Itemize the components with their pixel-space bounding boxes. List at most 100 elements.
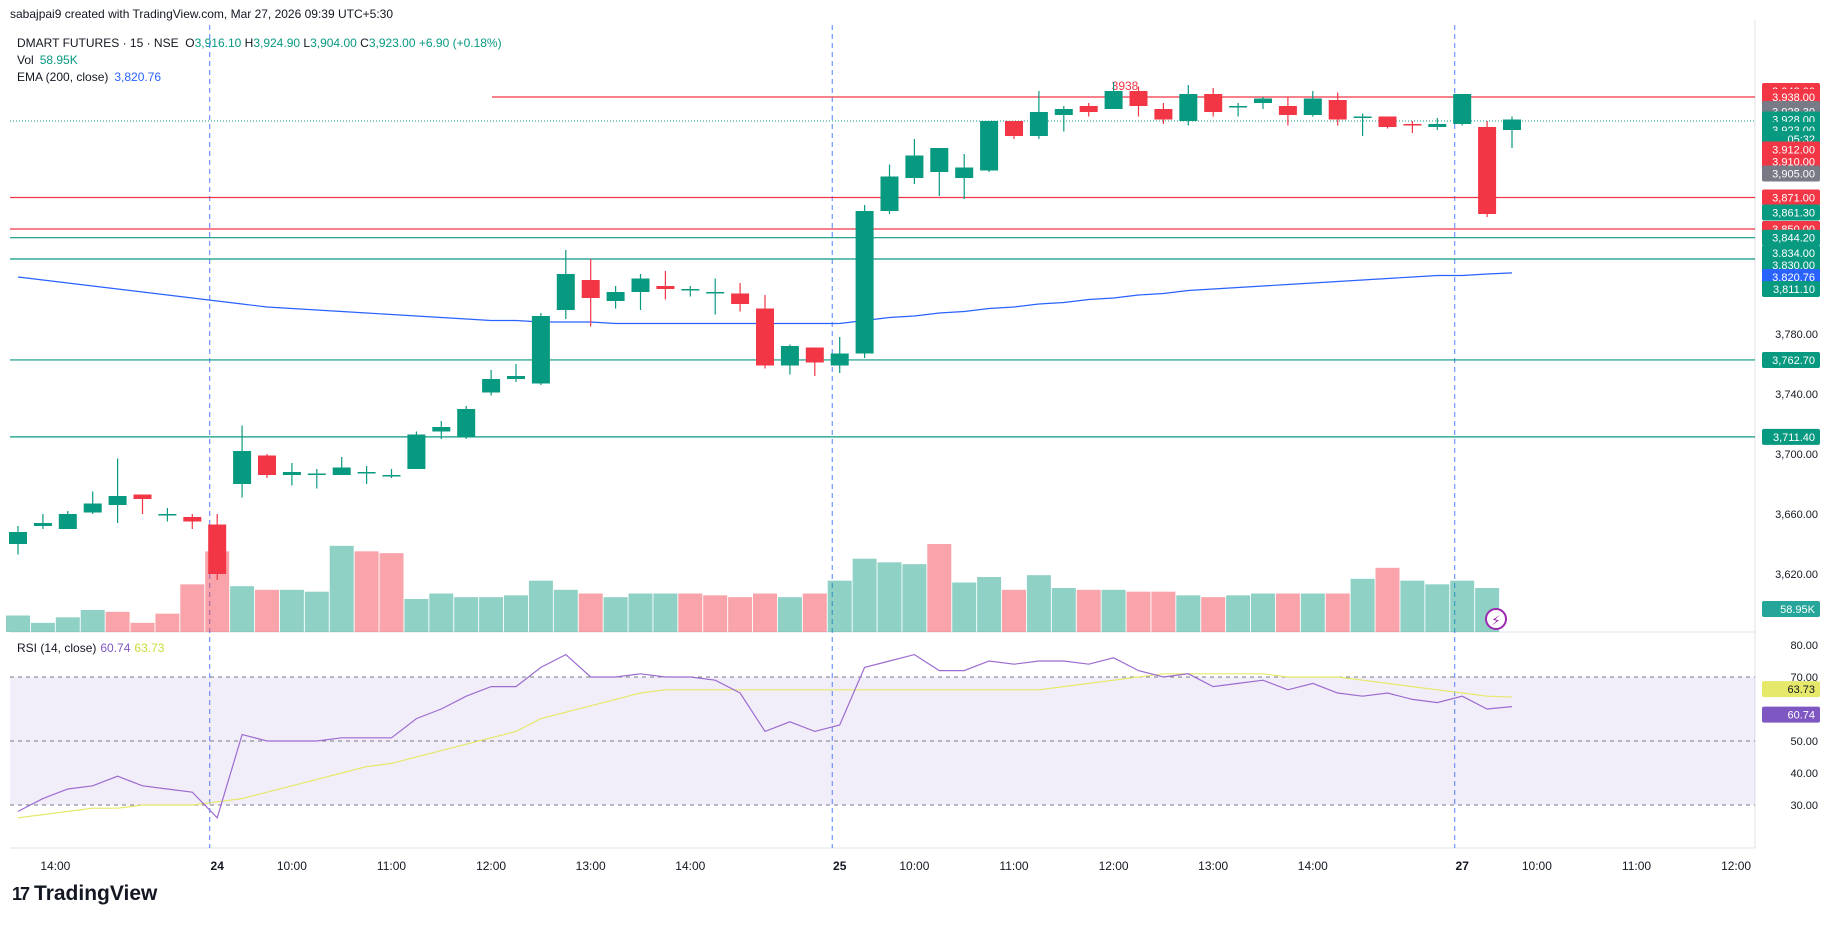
- rsi-line: [17, 653, 1513, 819]
- volume-bar: [155, 613, 180, 632]
- volume-bar: [753, 593, 777, 632]
- candle-body: [1005, 121, 1023, 136]
- candle-body: [1254, 98, 1272, 103]
- candle-body: [1029, 112, 1048, 136]
- candle-body: [1054, 109, 1073, 115]
- volume-bar: [504, 595, 528, 632]
- price-label-tag: [1762, 428, 1820, 445]
- volume-bar: [827, 580, 852, 632]
- candle-body: [457, 409, 476, 438]
- candle-body: [606, 292, 625, 301]
- volume-axis-tag: [1762, 601, 1820, 617]
- symbol-legend: DMART FUTURES · 15 · NSE O3,916.10 H3,92…: [17, 35, 502, 86]
- candle-body: [1179, 94, 1198, 121]
- time-axis-label: 14:00: [1298, 859, 1328, 873]
- candle-body: [1079, 106, 1098, 112]
- price-label-text: 3,905.00: [1772, 169, 1815, 181]
- rsi-axis-tick: 70.00: [1790, 672, 1818, 684]
- candle-body: [432, 427, 451, 432]
- volume-bar: [1126, 591, 1151, 632]
- time-axis-label: 10:00: [277, 859, 307, 873]
- candle-body: [482, 379, 501, 393]
- volume-bar: [1425, 584, 1450, 632]
- volume-bar: [1450, 580, 1475, 632]
- rsi-axis-tick: 30.00: [1790, 800, 1818, 812]
- price-label-text: 3,871.00: [1772, 193, 1815, 205]
- candle-body: [930, 148, 949, 172]
- time-axis-label: 10:00: [1522, 859, 1552, 873]
- candle-body: [407, 434, 426, 469]
- candle-body: [656, 286, 675, 289]
- price-label-tag: [1762, 281, 1820, 297]
- volume-bar: [628, 593, 653, 632]
- candle-body: [1403, 124, 1422, 126]
- candle-body: [1229, 106, 1248, 108]
- candle-body: [332, 467, 351, 475]
- tradingview-brand[interactable]: 17 TradingView: [12, 882, 157, 906]
- volume-bar: [130, 622, 155, 632]
- change-value: +6.90 (+0.18%): [418, 36, 502, 50]
- volume-bar: [379, 553, 404, 632]
- volume-bar: [6, 615, 30, 632]
- volume-bar: [553, 589, 578, 632]
- time-axis-label: 12:00: [476, 859, 506, 873]
- candle-body: [1378, 116, 1397, 127]
- open-label: O: [185, 36, 195, 50]
- ema-label: EMA (200, close): [17, 70, 109, 84]
- price-label-tag: [1762, 229, 1820, 246]
- rsi-axis-tick: 80.00: [1790, 640, 1818, 652]
- time-axis-label: 24: [211, 859, 225, 873]
- candle-body: [1353, 116, 1372, 118]
- volume-bar: [1201, 597, 1226, 632]
- symbol-title[interactable]: DMART FUTURES · 15 · NSE: [17, 36, 179, 50]
- candle-body: [33, 523, 52, 526]
- volume-bar: [329, 545, 354, 632]
- candle-body: [258, 455, 276, 475]
- rsi-axis-tick: 40.00: [1790, 768, 1818, 780]
- ema-legend[interactable]: EMA (200, close) 3,820.76: [17, 69, 502, 86]
- candle-body: [58, 514, 77, 529]
- rsi-axis-tick: 50.00: [1790, 736, 1818, 748]
- candle-body: [1428, 124, 1447, 127]
- volume-bar: [852, 558, 877, 632]
- volume-bar: [255, 589, 279, 632]
- rsi-value-tag: [1762, 681, 1820, 698]
- volume-bar: [429, 593, 454, 632]
- volume-axis-text: 58.95K: [1780, 604, 1816, 616]
- rsi-value-text: 60.74: [1787, 710, 1815, 722]
- open-value: 3,916.10: [194, 36, 242, 50]
- candle-body: [880, 176, 899, 211]
- time-axis-label: 11:00: [377, 859, 406, 873]
- volume-bar: [180, 584, 205, 632]
- volume-bar: [1026, 575, 1051, 632]
- lightning-icon[interactable]: ⚡: [1485, 608, 1507, 630]
- volume-bar: [279, 589, 304, 632]
- candle-body: [1328, 100, 1347, 120]
- volume-bar: [1101, 589, 1126, 632]
- volume-bar: [952, 582, 977, 632]
- volume-bar: [1400, 580, 1425, 632]
- candle-body: [507, 376, 525, 379]
- ohlc-row: DMART FUTURES · 15 · NSE O3,916.10 H3,92…: [17, 35, 502, 52]
- candle-body: [805, 347, 824, 363]
- low-value: 3,904.00: [310, 36, 357, 50]
- candle-body: [731, 293, 750, 304]
- high-value: 3,924.90: [253, 36, 301, 50]
- volume-bar: [304, 591, 329, 632]
- volume-bar: [1275, 593, 1300, 632]
- candle-body: [1204, 94, 1223, 112]
- volume-legend[interactable]: Vol 58.95K: [17, 52, 502, 69]
- candle-body: [531, 316, 550, 384]
- time-axis-label: 12:00: [1721, 859, 1751, 873]
- candle-body: [905, 155, 924, 178]
- price-label-text: 3,861.30: [1772, 208, 1815, 220]
- rsi-ma-line: [17, 673, 1513, 819]
- rsi-legend[interactable]: RSI (14, close) 60.74 63.73: [17, 641, 164, 655]
- volume-bar: [454, 597, 479, 632]
- candle-body: [1303, 98, 1322, 115]
- volume-bar: [1002, 589, 1026, 632]
- candle-body: [1104, 91, 1123, 109]
- candle-body: [183, 517, 202, 522]
- price-label-tag: [1762, 204, 1820, 221]
